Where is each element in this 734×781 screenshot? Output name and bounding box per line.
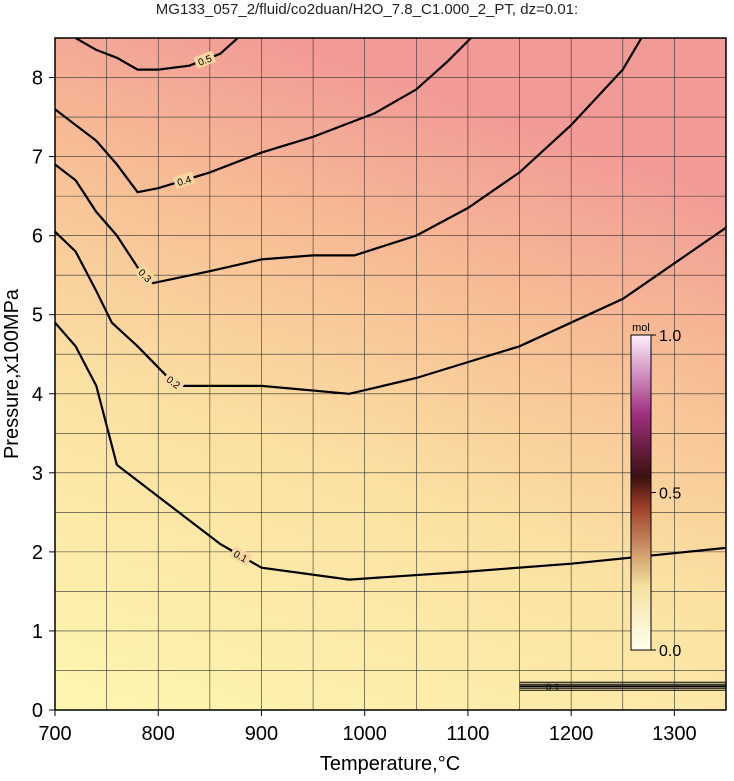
x-tick-label: 700 <box>38 723 71 745</box>
x-tick-label: 800 <box>142 723 175 745</box>
grid <box>54 38 726 711</box>
contour-label-bg <box>162 371 186 393</box>
y-tick-label: 0 <box>32 700 43 722</box>
contour-line <box>55 38 643 285</box>
x-axis-label: Temperature,°C <box>320 753 460 775</box>
y-axis-label: Pressure,x100MPa <box>1 288 23 459</box>
x-tick-label: 1000 <box>342 723 387 745</box>
y-tick-label: 7 <box>32 147 43 169</box>
y-tick-label: 8 <box>32 68 43 90</box>
contours <box>55 38 726 691</box>
colorbar-scale <box>630 334 652 651</box>
colorbar-label: mol <box>632 322 650 334</box>
colorbar-tick-label: 1.0 <box>659 328 681 345</box>
x-tick-label: 1100 <box>446 723 489 745</box>
axes: 700 800 900 1000 1100 1200 1300 0 1 2 3 4 5 6 7 8 <box>32 37 727 745</box>
contour-line <box>55 38 472 194</box>
contour-label-bg <box>229 545 253 567</box>
chart-title: MG133_057_2/fluid/co2duan/H2O_7.8_C1.000… <box>156 1 578 18</box>
y-tick-label: 1 <box>32 621 43 643</box>
y-tick-label: 2 <box>32 542 43 564</box>
colorbar-tick-label: 0.5 <box>659 486 681 503</box>
contour-label: 0.5 <box>197 53 214 68</box>
plot-frame <box>54 37 727 711</box>
x-tick-label: 900 <box>245 723 278 745</box>
y-tick-label: 3 <box>32 463 43 485</box>
x-tick-label: 1300 <box>652 723 697 745</box>
contour-line <box>75 38 239 71</box>
y-tick-label: 4 <box>32 384 43 406</box>
colorbar-tick-label: 0.0 <box>659 643 681 660</box>
colorbar: mol 0.0 0.5 1.0 <box>630 322 681 660</box>
plot-background <box>55 38 726 710</box>
y-tick-label: 6 <box>32 226 43 248</box>
contour-label-bg <box>193 50 217 69</box>
annotation-label: 0.1 <box>546 682 560 693</box>
contour-line <box>55 321 726 581</box>
contour-label: 0.4 <box>176 174 193 189</box>
contour-label-bg <box>134 263 157 287</box>
contour-label-bg <box>172 171 196 189</box>
x-tick-label: 1200 <box>549 723 594 745</box>
y-tick-label: 5 <box>32 305 43 327</box>
